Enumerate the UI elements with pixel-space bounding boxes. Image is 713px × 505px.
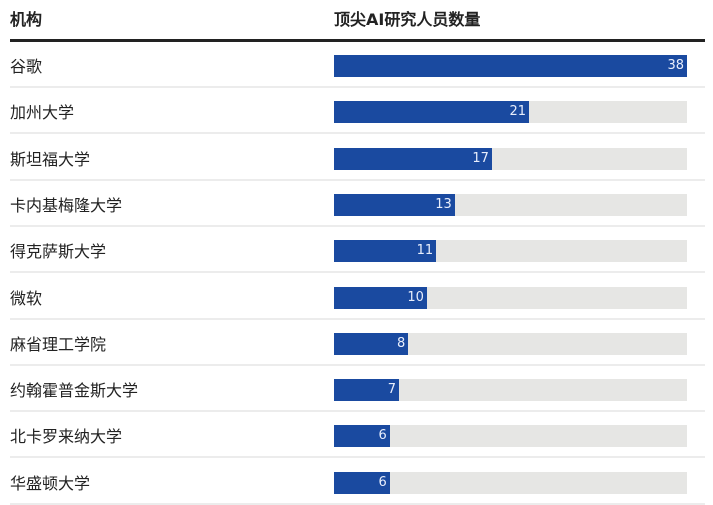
table-row: 卡内基梅隆大学 13 <box>10 181 705 227</box>
bar-track: 6 <box>334 425 687 448</box>
bar-value-label: 11 <box>416 243 434 259</box>
bar: 7 <box>334 379 400 402</box>
bar-track: 13 <box>334 193 687 216</box>
column-header-count: 顶尖AI研究人员数量 <box>334 10 481 29</box>
institution-label: 微软 <box>10 288 43 308</box>
table-row: 得克萨斯大学 11 <box>10 227 705 274</box>
bar-value-label: 38 <box>667 58 684 73</box>
bar-track: 21 <box>334 101 687 124</box>
bar-value-label: 13 <box>435 196 452 212</box>
table-row: 加州大学 21 <box>10 88 705 135</box>
bar: 11 <box>334 240 437 263</box>
table-row: 谷歌 38 <box>10 42 705 88</box>
bar-value-label: 10 <box>407 289 424 305</box>
bar-track: 38 <box>334 55 687 77</box>
bar-value-label: 21 <box>509 104 527 120</box>
bar: 13 <box>334 193 455 216</box>
bar-track: 10 <box>334 286 687 309</box>
institution-label: 卡内基梅隆大学 <box>10 195 123 215</box>
institution-label: 约翰霍普金斯大学 <box>10 381 139 401</box>
bar-track: 8 <box>334 332 687 355</box>
institution-label: 华盛顿大学 <box>10 473 91 493</box>
bar-track: 7 <box>334 379 687 402</box>
table-row: 微软 10 <box>10 274 705 320</box>
table-row: 麻省理工学院 8 <box>10 320 705 366</box>
bar-value-label: 8 <box>397 335 406 351</box>
bar-value-label: 6 <box>378 474 387 490</box>
column-header-institution: 机构 <box>10 10 43 29</box>
bar-value-label: 6 <box>378 428 387 444</box>
table-row: 斯坦福大学 17 <box>10 135 705 181</box>
institution-label: 得克萨斯大学 <box>10 242 107 262</box>
table-row: 华盛顿大学 6 <box>10 459 705 505</box>
table-row: 北卡罗来纳大学 6 <box>10 412 705 459</box>
bar: 21 <box>334 101 530 124</box>
bar-value-label: 7 <box>387 382 397 398</box>
bar-track: 6 <box>334 471 687 494</box>
bar: 6 <box>334 471 390 494</box>
institution-label: 加州大学 <box>10 103 75 123</box>
bar: 38 <box>334 55 687 77</box>
bar-track: 11 <box>334 240 687 263</box>
institution-label: 北卡罗来纳大学 <box>10 427 123 447</box>
bar: 17 <box>334 147 492 170</box>
table-row: 约翰霍普金斯大学 7 <box>10 366 705 413</box>
header-rule <box>10 39 705 42</box>
bar-track: 17 <box>334 147 687 170</box>
institution-label: 谷歌 <box>10 57 43 76</box>
institution-label: 麻省理工学院 <box>10 334 107 354</box>
bar: 6 <box>334 425 390 448</box>
bar-value-label: 17 <box>472 150 489 166</box>
bar: 10 <box>334 286 427 309</box>
bar: 8 <box>334 332 409 355</box>
institution-label: 斯坦福大学 <box>10 149 91 169</box>
